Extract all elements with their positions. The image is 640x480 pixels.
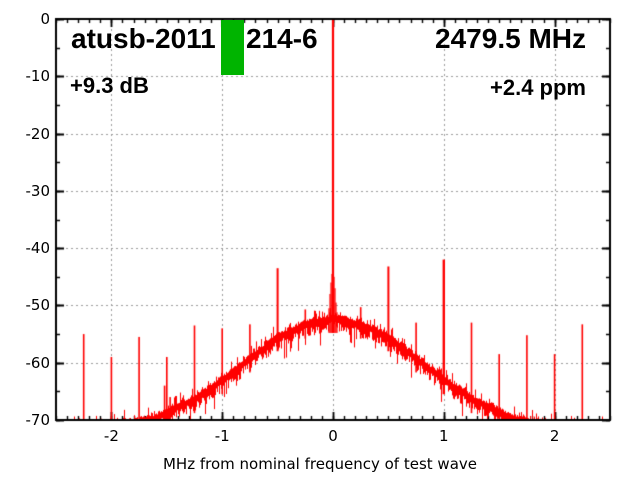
device-label: atusb-2011 [71,23,216,54]
y-tick-label: -40 [25,239,51,258]
x-axis-title: MHz from nominal frequency of test wave [162,455,477,473]
y-tick-label: -10 [25,67,51,86]
x-tick-label: 1 [439,427,449,445]
carrier-frequency: 2479.5 MHz [435,23,586,54]
serial-suffix: 214-6 [246,23,318,54]
x-tick-label: -2 [103,427,119,445]
x-tick-label: 2 [549,427,560,445]
y-tick-label: -60 [25,353,51,372]
y-tick-label: -70 [25,411,51,429]
redaction-block [221,20,244,75]
y-tick-label: 0 [40,10,50,28]
ppm-offset-readout: +2.4 ppm [490,75,586,100]
y-tick-label: -30 [25,181,51,200]
x-tick-label: -1 [214,427,230,445]
x-tick-label: 0 [328,427,338,445]
y-tick-label: -20 [25,124,51,143]
gain-readout: +9.3 dB [70,73,149,98]
y-tick-label: -50 [25,296,51,315]
